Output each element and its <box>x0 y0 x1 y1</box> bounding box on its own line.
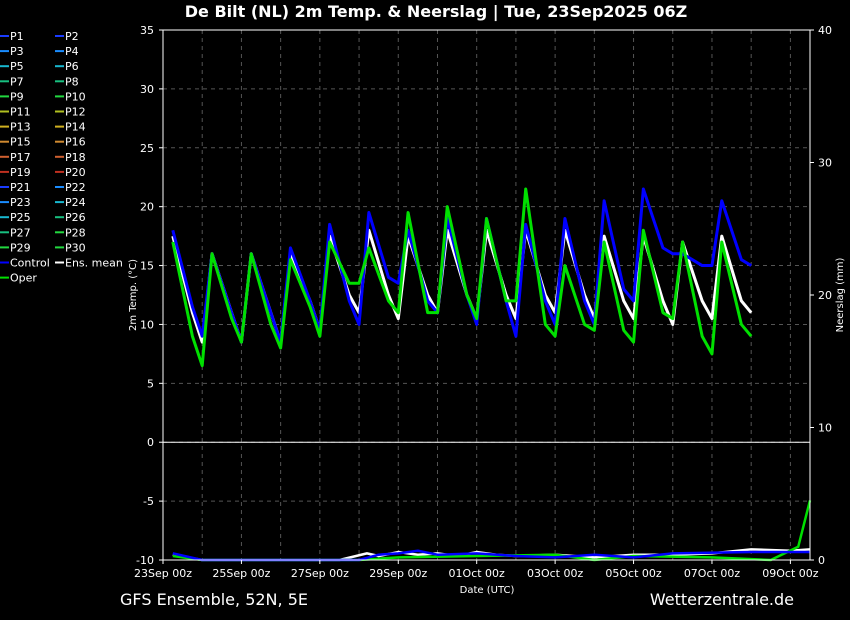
y-tick-label: 5 <box>147 377 154 390</box>
y-tick-label: -10 <box>136 554 154 567</box>
x-tick-label: 27Sep 00z <box>291 567 349 580</box>
y-tick-label: 25 <box>140 142 154 155</box>
legend-entry: P15 <box>10 136 31 149</box>
footer-source: GFS Ensemble, 52N, 5E <box>120 590 308 609</box>
y-tick-label: 10 <box>140 318 154 331</box>
chart-title: De Bilt (NL) 2m Temp. & Neerslag | Tue, … <box>185 2 688 22</box>
y-tick-label: 30 <box>140 83 154 96</box>
legend-entry: P13 <box>10 121 31 134</box>
legend-entry: P8 <box>65 75 79 88</box>
legend-entry: P12 <box>65 106 86 119</box>
series-lines <box>171 187 812 562</box>
y-tick-label: 35 <box>140 24 154 37</box>
y-tick-label: 0 <box>147 436 154 449</box>
legend-entry: P1 <box>10 30 24 43</box>
y2-tick-label: 20 <box>818 289 832 302</box>
legend-entry: Control <box>10 257 50 270</box>
x-tick-label: 01Oct 00z <box>449 567 506 580</box>
footer-site: Wetterzentrale.de <box>650 590 794 609</box>
precip-line-oper <box>172 500 812 562</box>
legend-entry: P4 <box>65 45 79 58</box>
x-tick-label: 03Oct 00z <box>527 567 584 580</box>
y-axis-right: 40 30 20 10 0 <box>810 24 832 567</box>
legend-entry: P5 <box>10 60 24 73</box>
grid-lines <box>163 30 810 560</box>
legend-entry: P22 <box>65 181 86 194</box>
legend-entry: P3 <box>10 45 24 58</box>
legend-entry: P23 <box>10 196 31 209</box>
legend-entry: Ens. mean <box>65 257 123 270</box>
legend-entry: P21 <box>10 181 31 194</box>
x-tick-label: 05Oct 00z <box>605 567 662 580</box>
plot-frame <box>162 29 811 561</box>
legend-entry: P17 <box>10 151 31 164</box>
x-tick-label: 29Sep 00z <box>369 567 427 580</box>
precip-line-control <box>172 549 810 562</box>
legend-entry: P7 <box>10 75 24 88</box>
legend-entry: P18 <box>65 151 86 164</box>
legend-entry: P9 <box>10 90 24 103</box>
legend-entry: P16 <box>65 136 86 149</box>
y2-tick-label: 30 <box>818 157 832 170</box>
y-axis-label: 2m Temp. (°C) <box>128 259 139 331</box>
x-tick-label: 07Oct 00z <box>684 567 741 580</box>
legend-entry: P19 <box>10 166 31 179</box>
x-axis-label: Date (UTC) <box>460 585 515 596</box>
y2-axis-label: Neerslag (mm) <box>835 257 846 332</box>
x-tick-label: 23Sep 00z <box>134 567 192 580</box>
y-axis-left: 35 30 25 20 15 10 5 0 -5 -10 <box>136 24 163 567</box>
legend-entry: P2 <box>65 30 79 43</box>
temp-line-oper <box>171 187 753 368</box>
legend-entry: P29 <box>10 241 31 254</box>
y2-tick-label: 40 <box>818 24 832 37</box>
legend-entry: Oper <box>10 272 37 285</box>
legend-entry: P28 <box>65 226 86 239</box>
legend-entry: P11 <box>10 106 31 119</box>
y2-tick-label: 0 <box>818 554 825 567</box>
legend-entry: P30 <box>65 241 86 254</box>
legend-entry: P10 <box>65 90 86 103</box>
x-axis: 23Sep 00z 25Sep 00z 27Sep 00z 29Sep 00z 01Oc… <box>134 560 819 580</box>
legend: P1 P2 P3 P4 P5 P6 P7 P8 P9 P10 P11 P12 P13 P14 P15 P16 P… <box>0 30 123 285</box>
legend-entry: P26 <box>65 211 86 224</box>
legend-entry: P27 <box>10 226 31 239</box>
legend-entry: P6 <box>65 60 79 73</box>
x-tick-label: 09Oct 00z <box>762 567 819 580</box>
y-tick-label: 20 <box>140 201 154 214</box>
legend-entry: P20 <box>65 166 86 179</box>
y-tick-label: 15 <box>140 260 154 273</box>
legend-entry: P24 <box>65 196 86 209</box>
x-tick-label: 25Sep 00z <box>212 567 270 580</box>
y-tick-label: -5 <box>143 495 154 508</box>
y2-tick-label: 10 <box>818 422 832 435</box>
legend-entry: P25 <box>10 211 31 224</box>
legend-entry: P14 <box>65 121 86 134</box>
